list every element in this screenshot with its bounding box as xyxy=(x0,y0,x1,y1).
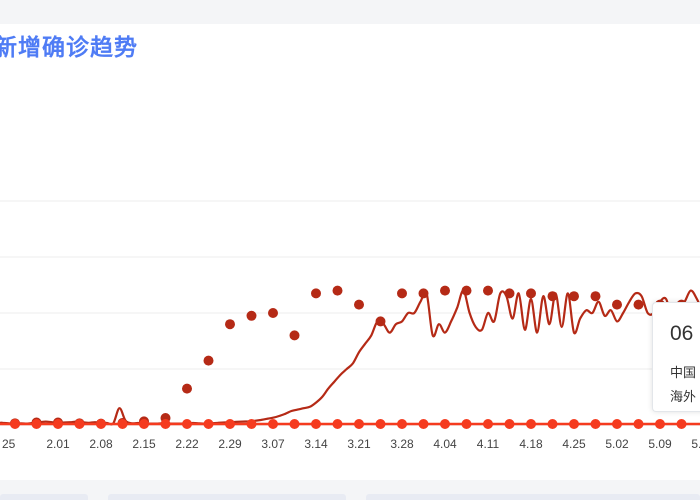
series-1-marker-2 xyxy=(53,419,63,429)
x-tick-label-8: 3.21 xyxy=(347,437,371,451)
x-tick-label-6: 3.07 xyxy=(261,437,285,451)
series-1-marker-23 xyxy=(504,419,515,429)
x-tick-label-16: 5.16 xyxy=(691,437,700,451)
series-1-marker-27 xyxy=(590,419,601,429)
series-1-marker-31 xyxy=(676,419,687,429)
series-1-marker-25 xyxy=(547,419,558,429)
series-0-marker-22 xyxy=(483,285,493,296)
x-tick-label-12: 4.18 xyxy=(519,437,543,451)
series-1-marker-11 xyxy=(246,419,257,429)
series-1-marker-6 xyxy=(139,419,149,429)
chart-card xyxy=(0,24,700,480)
series-1-marker-21 xyxy=(461,419,472,429)
x-tick-label-1: 2.01 xyxy=(46,437,70,451)
series-0-marker-16 xyxy=(354,299,364,310)
series-1-marker-18 xyxy=(397,419,407,429)
series-1-marker-26 xyxy=(569,419,579,429)
series-1-marker-16 xyxy=(354,419,364,429)
series-1-marker-4 xyxy=(96,419,106,429)
series-0-marker-9 xyxy=(203,355,214,366)
grid-layer xyxy=(0,200,700,429)
series-1-marker-19 xyxy=(418,419,429,429)
tooltip-row-china: 中国 xyxy=(670,365,697,380)
series-0-marker-11 xyxy=(246,310,257,321)
series-0-marker-14 xyxy=(311,288,321,299)
series-0-marker-8 xyxy=(182,383,192,394)
series-1-marker-3 xyxy=(74,419,85,429)
series-0-marker-15 xyxy=(332,285,343,296)
tooltip-date: 06 xyxy=(670,322,694,345)
series-1-marker-22 xyxy=(483,419,493,429)
bottom-tab-3[interactable] xyxy=(366,494,700,500)
bottom-tab-1[interactable] xyxy=(0,494,88,500)
series-0-marker-25 xyxy=(547,291,558,302)
series-lines xyxy=(0,289,700,426)
series-1-marker-15 xyxy=(332,419,343,429)
series-1-marker-14 xyxy=(311,419,321,429)
chart-title: 新增确诊趋势 xyxy=(0,34,138,60)
x-tick-label-10: 4.04 xyxy=(433,437,457,451)
bottom-tab-2[interactable] xyxy=(108,494,346,500)
series-0-marker-29 xyxy=(633,299,644,310)
x-tick-label-15: 5.09 xyxy=(648,437,672,451)
series-1-marker-30 xyxy=(655,419,665,429)
series-0-marker-13 xyxy=(289,330,300,341)
x-tick-label-9: 3.28 xyxy=(390,437,414,451)
series-1-marker-5 xyxy=(117,419,128,429)
x-tick-label-7: 3.14 xyxy=(304,437,328,451)
series-0-marker-18 xyxy=(397,288,407,299)
series-0-marker-27 xyxy=(590,291,601,302)
series-1-marker-28 xyxy=(612,419,622,429)
x-tick-label-2: 2.08 xyxy=(89,437,113,451)
series-1-marker-10 xyxy=(225,419,235,429)
x-axis-labels: 25 2.01 2.08 2.15 2.22 2.29 3.07 3.14 3.21 3.28 4.… xyxy=(2,437,700,451)
series-0-marker-17 xyxy=(375,316,386,327)
series-0-marker-20 xyxy=(440,285,450,296)
x-tick-label-0: 25 xyxy=(2,437,16,451)
series-1-marker-24 xyxy=(526,419,536,429)
series-0-marker-19 xyxy=(418,288,429,299)
series-0-marker-12 xyxy=(268,308,278,318)
tooltip-row-overseas: 海外 xyxy=(670,389,697,404)
x-tick-label-11: 4.11 xyxy=(477,437,500,451)
x-tick-label-14: 5.02 xyxy=(605,437,629,451)
series-1-marker-8 xyxy=(182,419,192,429)
series-1-marker-7 xyxy=(160,419,171,429)
data-tooltip: 06 中国 海外 xyxy=(652,302,700,412)
series-1-marker-20 xyxy=(440,419,450,429)
x-tick-label-5: 2.29 xyxy=(218,437,242,451)
series-1-marker-29 xyxy=(633,419,644,429)
series-1-marker-13 xyxy=(289,419,300,429)
series-line-0 xyxy=(0,289,700,426)
series-0-marker-26 xyxy=(569,291,579,302)
series-1-marker-9 xyxy=(203,419,214,429)
series-0-marker-23 xyxy=(504,288,515,299)
series-0-marker-28 xyxy=(612,299,622,310)
x-tick-label-13: 4.25 xyxy=(562,437,586,451)
series-0-marker-21 xyxy=(461,285,472,296)
series-1-marker-17 xyxy=(375,419,386,429)
series-1-marker-0 xyxy=(10,419,20,429)
x-tick-label-3: 2.15 xyxy=(132,437,156,451)
series-0-marker-10 xyxy=(225,319,235,330)
series-1-marker-1 xyxy=(31,419,42,429)
x-tick-label-4: 2.22 xyxy=(175,437,199,451)
series-0-marker-24 xyxy=(526,288,536,299)
series-markers xyxy=(10,285,687,429)
series-1-marker-12 xyxy=(268,419,278,429)
